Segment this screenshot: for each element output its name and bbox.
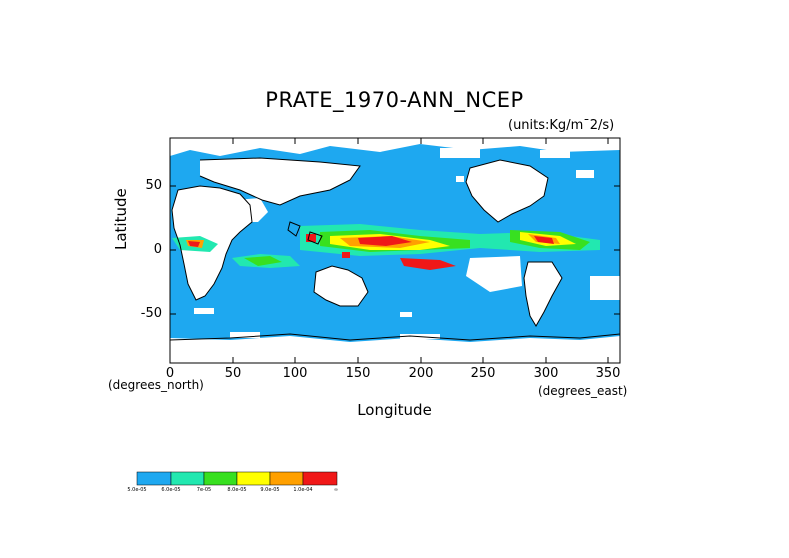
colorbar: [136, 471, 338, 486]
x-tick-50: 50: [224, 366, 242, 381]
y-tick-50: 50: [145, 178, 162, 193]
x-axis-label: Longitude: [357, 401, 432, 419]
colorbar-swatch-2: [170, 471, 205, 486]
colorbar-label-3: 7e-05: [196, 487, 212, 493]
colorbar-swatch-5: [269, 471, 304, 486]
x-tick-250: 250: [470, 366, 496, 381]
x-note-degrees-north: (degrees_north): [108, 378, 204, 392]
colorbar-label-4: 8.0e-05: [227, 487, 247, 493]
x-note-degrees-east: (degrees_east): [538, 384, 628, 398]
colorbar-swatch-6: [302, 471, 338, 486]
contour-level-6: [188, 234, 554, 270]
colorbar-swatch-4: [236, 471, 271, 486]
colorbar-label-1: 5.0e-05: [127, 487, 147, 493]
x-tick-100: 100: [282, 366, 308, 381]
map-title: PRATE_1970-ANN_NCEP: [265, 88, 524, 112]
coastlines: [170, 157, 620, 341]
colorbar-label-7: ∞: [333, 487, 339, 493]
x-tick-350: 350: [595, 366, 621, 381]
x-tick-200: 200: [408, 366, 434, 381]
colorbar-label-6: 1.0e-04: [293, 487, 313, 493]
y-tick-minus50: -50: [140, 306, 162, 321]
colorbar-label-2: 6.0e-05: [161, 487, 181, 493]
colorbar-swatch-1: [136, 471, 172, 486]
x-tick-300: 300: [533, 366, 559, 381]
colorbar-label-5: 9.0e-05: [260, 487, 280, 493]
tick-marks: [170, 138, 620, 363]
units-label: (units:Kg/m¯2/s): [508, 118, 615, 133]
colorbar-swatch-3: [203, 471, 238, 486]
x-tick-0: 0: [165, 366, 175, 381]
x-tick-150: 150: [345, 366, 371, 381]
y-tick-0: 0: [153, 242, 162, 257]
